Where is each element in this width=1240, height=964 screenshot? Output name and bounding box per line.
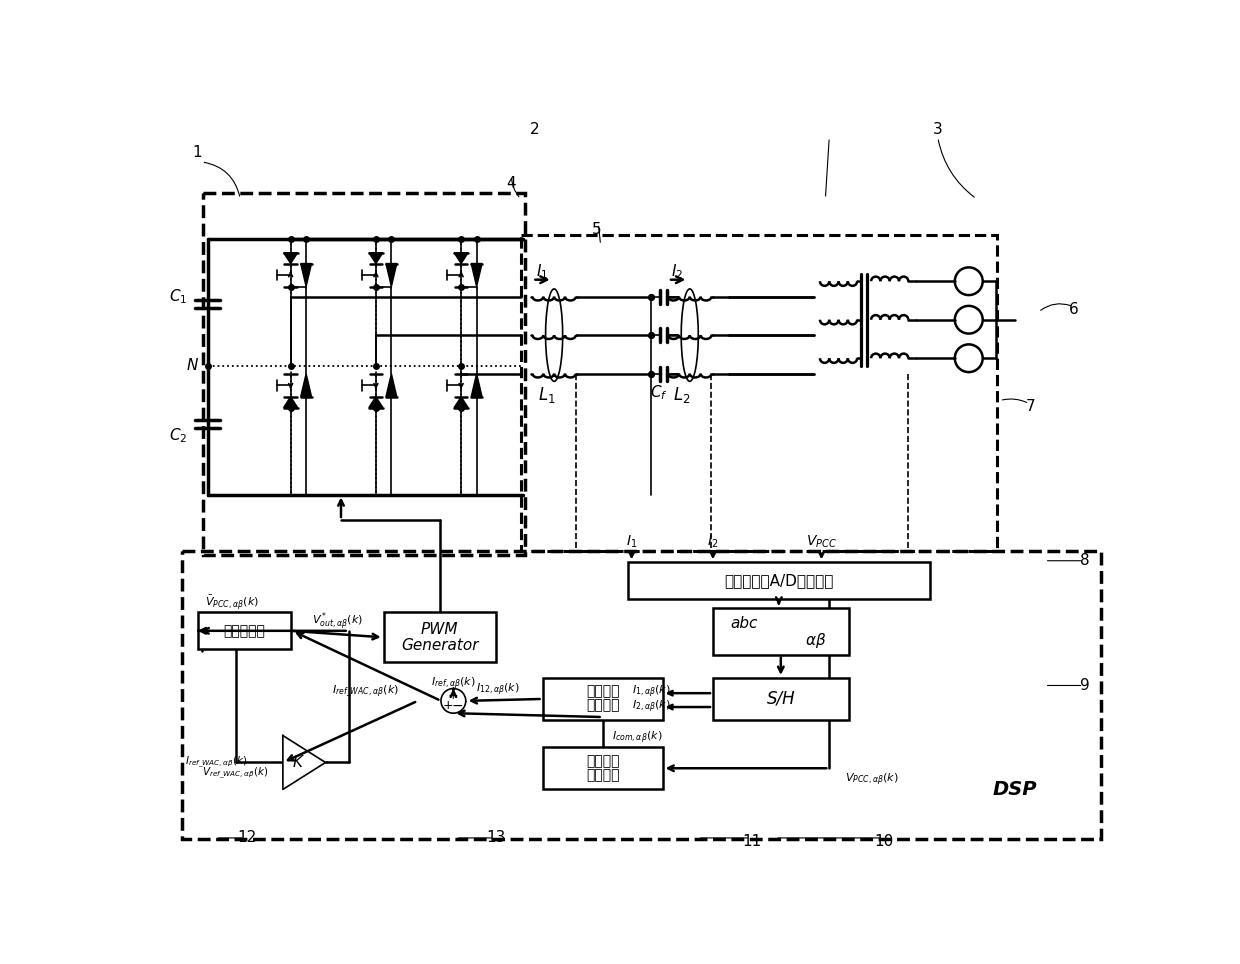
Text: $V^*_{out,\alpha\beta}(k)$: $V^*_{out,\alpha\beta}(k)$	[311, 610, 362, 632]
Polygon shape	[284, 253, 298, 263]
Text: 4: 4	[507, 176, 516, 191]
Text: S/H: S/H	[766, 690, 795, 708]
Polygon shape	[301, 263, 311, 286]
Text: PWM: PWM	[422, 622, 459, 637]
Text: $I_{12,\alpha\beta}(k)$: $I_{12,\alpha\beta}(k)$	[476, 682, 520, 698]
Text: +: +	[443, 699, 454, 712]
Polygon shape	[284, 397, 298, 408]
Text: $\alpha\beta$: $\alpha\beta$	[806, 631, 827, 651]
Text: 加权平均: 加权平均	[585, 684, 619, 699]
Circle shape	[441, 688, 466, 713]
Text: abc: abc	[730, 616, 758, 631]
Text: $I_2$: $I_2$	[671, 262, 683, 281]
Polygon shape	[301, 374, 311, 397]
Text: $I_{2,\alpha\beta}(k)$: $I_{2,\alpha\beta}(k)$	[631, 699, 671, 715]
Bar	[543, 747, 662, 790]
Text: 补偿控制: 补偿控制	[585, 767, 619, 782]
Polygon shape	[454, 253, 469, 263]
Polygon shape	[386, 374, 397, 397]
Text: 13: 13	[486, 830, 506, 845]
Text: 3: 3	[932, 122, 942, 137]
Text: $L_2$: $L_2$	[673, 386, 691, 405]
Bar	[383, 612, 496, 662]
Text: $I_{ref\_WAC,\alpha\beta}(k)$: $I_{ref\_WAC,\alpha\beta}(k)$	[186, 755, 248, 770]
Polygon shape	[454, 397, 469, 408]
Text: $I_2$: $I_2$	[707, 533, 719, 549]
Polygon shape	[471, 374, 482, 397]
Text: K: K	[293, 755, 303, 770]
Text: +: +	[448, 689, 459, 702]
Bar	[713, 608, 848, 655]
Text: $I_1$: $I_1$	[626, 533, 637, 549]
Text: $V_{PCC}$: $V_{PCC}$	[806, 533, 837, 549]
Text: 7: 7	[1025, 399, 1035, 415]
Bar	[203, 193, 525, 554]
Text: $I_1$: $I_1$	[536, 262, 548, 281]
Text: 8: 8	[1080, 553, 1090, 568]
Polygon shape	[471, 263, 482, 286]
Text: DSP: DSP	[993, 780, 1038, 799]
Text: $I_{ref\_WAC,\alpha\beta}(k)$: $I_{ref\_WAC,\alpha\beta}(k)$	[332, 683, 399, 700]
Text: 5: 5	[591, 222, 601, 237]
Bar	[713, 678, 848, 720]
Text: 6: 6	[1069, 303, 1079, 317]
Text: $C_f$: $C_f$	[650, 384, 667, 402]
Text: $V_{PCC,\alpha\beta}(k)$: $V_{PCC,\alpha\beta}(k)$	[844, 771, 899, 788]
Polygon shape	[283, 736, 325, 790]
Text: 模拟量采集A/D转换模块: 模拟量采集A/D转换模块	[724, 574, 833, 588]
Text: Generator: Generator	[401, 638, 479, 653]
Text: $I_{1,\alpha\beta}(k)$: $I_{1,\alpha\beta}(k)$	[631, 683, 671, 700]
Polygon shape	[386, 263, 397, 286]
Text: N: N	[186, 359, 197, 373]
Text: $C_1$: $C_1$	[169, 287, 187, 306]
Bar	[543, 678, 662, 720]
Bar	[627, 562, 930, 600]
Bar	[521, 235, 997, 550]
Text: 12: 12	[237, 830, 257, 845]
Text: 交叉耦合: 交叉耦合	[585, 754, 619, 768]
Text: 10: 10	[874, 834, 893, 848]
Text: 无差拍控制: 无差拍控制	[223, 624, 265, 638]
Text: 9: 9	[1080, 678, 1090, 693]
Text: $L_1$: $L_1$	[538, 386, 556, 405]
Text: $\bar{V}_{PCC,\alpha\beta}(k)$: $\bar{V}_{PCC,\alpha\beta}(k)$	[206, 594, 259, 612]
Text: 11: 11	[742, 834, 761, 848]
Text: −: −	[451, 699, 463, 713]
Bar	[197, 612, 290, 650]
Text: 电流控制: 电流控制	[585, 699, 619, 712]
Text: 2: 2	[529, 122, 539, 137]
Bar	[182, 550, 1101, 840]
Text: $C_2$: $C_2$	[169, 426, 187, 444]
Polygon shape	[370, 397, 383, 408]
Text: 1: 1	[192, 146, 202, 160]
Polygon shape	[370, 253, 383, 263]
Text: $V_{ref\_WAC,\alpha\beta}(k)$: $V_{ref\_WAC,\alpha\beta}(k)$	[201, 765, 268, 781]
Text: $I_{com,\alpha\beta}(k)$: $I_{com,\alpha\beta}(k)$	[613, 730, 662, 746]
Text: $I_{ref,\alpha\beta}(k)$: $I_{ref,\alpha\beta}(k)$	[432, 676, 476, 692]
